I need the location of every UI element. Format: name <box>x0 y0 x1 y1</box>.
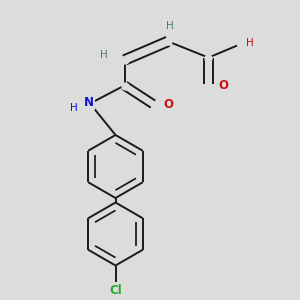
Text: H: H <box>166 21 173 31</box>
Text: H: H <box>246 38 254 48</box>
Text: O: O <box>218 79 229 92</box>
Text: N: N <box>84 96 94 110</box>
Text: H: H <box>100 50 108 60</box>
Text: Cl: Cl <box>109 284 122 297</box>
Text: H: H <box>70 103 77 113</box>
Text: O: O <box>164 98 174 112</box>
